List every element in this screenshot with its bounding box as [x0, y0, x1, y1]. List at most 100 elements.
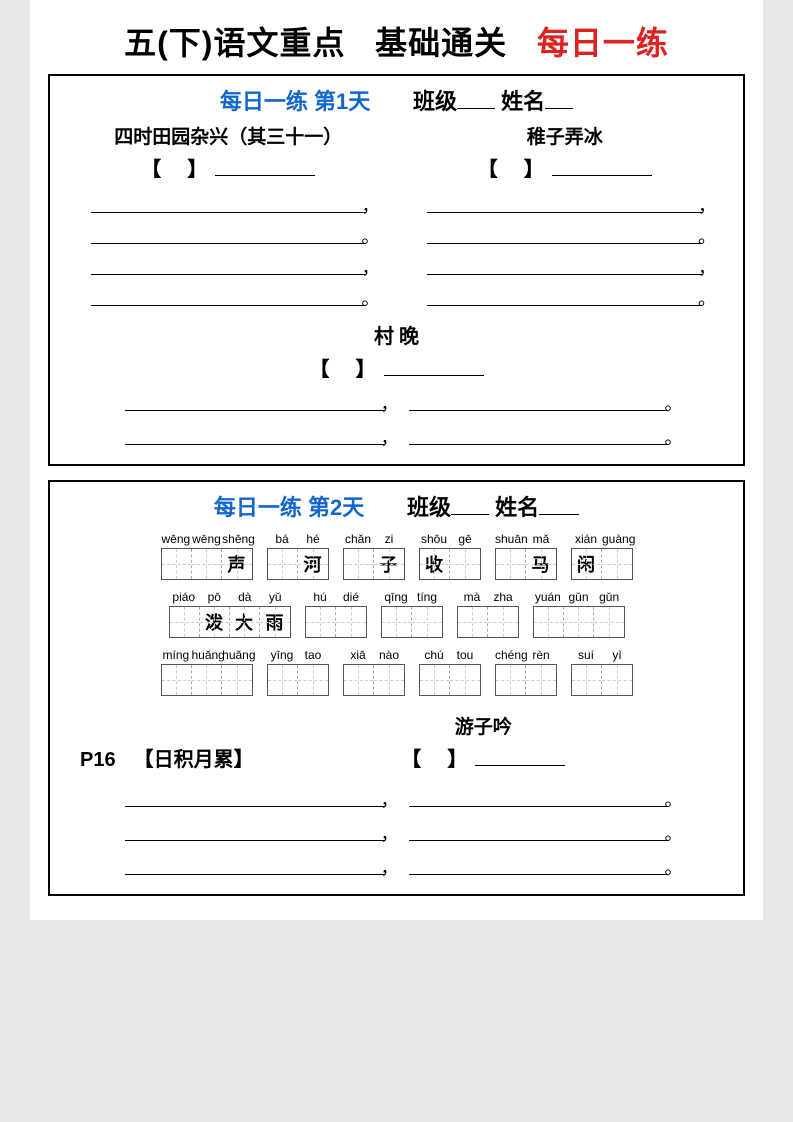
name-blank[interactable]: [539, 493, 579, 515]
dynasty-blank[interactable]: [334, 363, 352, 381]
dynasty-blank[interactable]: [502, 163, 520, 181]
char-grid[interactable]: [381, 606, 443, 638]
char-grid[interactable]: 收: [419, 548, 481, 580]
char-cell[interactable]: [344, 665, 374, 695]
dynasty-blank[interactable]: [425, 753, 443, 771]
char-grid[interactable]: 声: [161, 548, 253, 580]
char-grid[interactable]: 河: [267, 548, 329, 580]
poem3-line3[interactable]: ，: [125, 444, 385, 445]
char-cell[interactable]: [496, 549, 526, 579]
author-blank[interactable]: [384, 360, 484, 376]
char-cell[interactable]: [268, 665, 298, 695]
char-cell[interactable]: [170, 607, 200, 637]
poem4-line5[interactable]: ，: [125, 874, 385, 875]
pinyin-row: yuángǔngǔn: [533, 590, 625, 604]
poem3-block: 村 晚 【 】 ， 。 ， 。: [60, 320, 733, 450]
char-cell[interactable]: 闲: [572, 549, 602, 579]
char-grid[interactable]: [457, 606, 519, 638]
poem4-line3[interactable]: ，: [125, 840, 385, 841]
char-grid[interactable]: [343, 664, 405, 696]
char-cell[interactable]: [344, 549, 374, 579]
poem1-line2[interactable]: 。: [91, 243, 366, 244]
char-cell[interactable]: [162, 549, 192, 579]
poem3-line1[interactable]: ，: [125, 410, 385, 411]
poem4-line6[interactable]: 。: [409, 874, 669, 875]
poem1-line1[interactable]: ，: [91, 212, 366, 213]
pinyin: suí: [571, 648, 601, 662]
char-grid[interactable]: [571, 664, 633, 696]
worksheet-page: 五(下)语文重点 基础通关 每日一练 每日一练 第1天 班级 姓名 四时田园杂兴…: [30, 0, 763, 920]
char-cell[interactable]: [162, 665, 192, 695]
pinyin-row: chǎnzi: [343, 532, 405, 546]
poem4-line2[interactable]: 。: [409, 806, 669, 807]
char-cell[interactable]: [602, 549, 632, 579]
poem2-line3[interactable]: ，: [427, 274, 702, 275]
char-grid[interactable]: [305, 606, 367, 638]
char-cell[interactable]: [458, 607, 488, 637]
word-block: xiánguàng闲: [571, 532, 633, 580]
char-grid[interactable]: [533, 606, 625, 638]
char-cell[interactable]: [192, 549, 222, 579]
pinyin-row: piáopōdàyǔ: [169, 590, 291, 604]
char-cell[interactable]: 收: [420, 549, 450, 579]
pinyin: yì: [602, 648, 632, 662]
char-grid[interactable]: [267, 664, 329, 696]
class-blank[interactable]: [451, 493, 489, 515]
poem1-line4[interactable]: 。: [91, 305, 366, 306]
char-cell[interactable]: [496, 665, 526, 695]
char-cell[interactable]: [488, 607, 518, 637]
pinyin: shuān: [495, 532, 525, 546]
char-cell[interactable]: 河: [298, 549, 328, 579]
char-cell[interactable]: [192, 665, 222, 695]
char-cell[interactable]: [594, 607, 624, 637]
word-block: shuānmǎ马: [495, 532, 557, 580]
char-grid[interactable]: 泼大雨: [169, 606, 291, 638]
char-cell[interactable]: [534, 607, 564, 637]
char-cell[interactable]: [412, 607, 442, 637]
char-cell[interactable]: 雨: [260, 607, 290, 637]
poem2-line2[interactable]: 。: [427, 243, 702, 244]
char-cell[interactable]: 马: [526, 549, 556, 579]
char-cell[interactable]: [526, 665, 556, 695]
char-cell[interactable]: 大: [230, 607, 260, 637]
poem2-line1[interactable]: ，: [427, 212, 702, 213]
title-part3: 每日一练: [537, 25, 669, 61]
char-cell[interactable]: 声: [222, 549, 252, 579]
char-cell[interactable]: [450, 665, 480, 695]
pinyin: mà: [457, 590, 487, 604]
char-cell[interactable]: [602, 665, 632, 695]
poem4-line1[interactable]: ，: [125, 806, 385, 807]
char-grid[interactable]: 闲: [571, 548, 633, 580]
poem4-line4[interactable]: 。: [409, 840, 669, 841]
char-cell[interactable]: [450, 549, 480, 579]
char-cell[interactable]: [298, 665, 328, 695]
char-grid[interactable]: 子: [343, 548, 405, 580]
char-grid[interactable]: [161, 664, 253, 696]
class-blank[interactable]: [457, 87, 495, 109]
char-cell[interactable]: [336, 607, 366, 637]
char-cell[interactable]: 子: [374, 549, 404, 579]
char-grid[interactable]: [495, 664, 557, 696]
char-cell[interactable]: [420, 665, 450, 695]
char-cell[interactable]: [268, 549, 298, 579]
author-blank[interactable]: [552, 160, 652, 176]
char-cell[interactable]: 泼: [200, 607, 230, 637]
poem3-line4[interactable]: 。: [409, 444, 669, 445]
char-cell[interactable]: [222, 665, 252, 695]
char-cell[interactable]: [306, 607, 336, 637]
pinyin: dà: [230, 590, 260, 604]
name-blank[interactable]: [545, 87, 573, 109]
poem2-line4[interactable]: 。: [427, 305, 702, 306]
char-cell[interactable]: [564, 607, 594, 637]
page-ref: P16: [80, 749, 116, 772]
char-grid[interactable]: 马: [495, 548, 557, 580]
author-blank[interactable]: [475, 750, 565, 766]
dynasty-blank[interactable]: [165, 163, 183, 181]
char-cell[interactable]: [382, 607, 412, 637]
author-blank[interactable]: [215, 160, 315, 176]
char-cell[interactable]: [572, 665, 602, 695]
poem1-line3[interactable]: ，: [91, 274, 366, 275]
char-grid[interactable]: [419, 664, 481, 696]
char-cell[interactable]: [374, 665, 404, 695]
poem3-line2[interactable]: 。: [409, 410, 669, 411]
